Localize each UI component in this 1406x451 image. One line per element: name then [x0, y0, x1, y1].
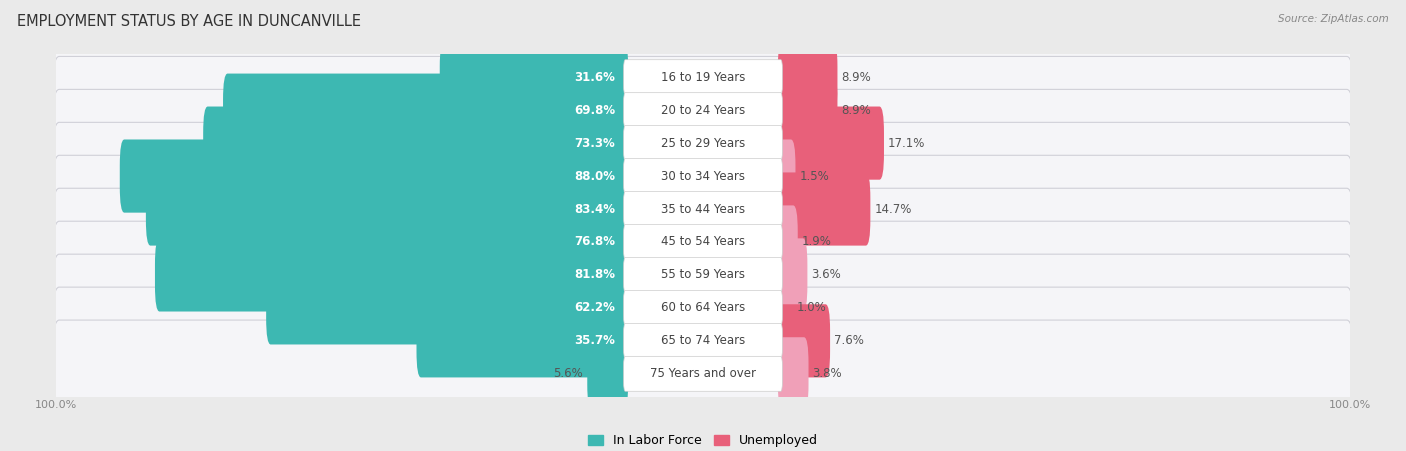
Text: 76.8%: 76.8% — [574, 235, 614, 249]
FancyBboxPatch shape — [416, 304, 628, 377]
Text: 1.0%: 1.0% — [797, 301, 827, 314]
FancyBboxPatch shape — [778, 238, 807, 312]
FancyBboxPatch shape — [52, 221, 1354, 329]
Text: 5.6%: 5.6% — [554, 367, 583, 380]
FancyBboxPatch shape — [204, 106, 628, 179]
FancyBboxPatch shape — [52, 23, 1354, 131]
FancyBboxPatch shape — [52, 56, 1354, 164]
FancyBboxPatch shape — [778, 172, 870, 246]
Text: 69.8%: 69.8% — [574, 104, 614, 117]
Text: 45 to 54 Years: 45 to 54 Years — [661, 235, 745, 249]
FancyBboxPatch shape — [52, 89, 1354, 197]
Text: 83.4%: 83.4% — [574, 202, 614, 216]
FancyBboxPatch shape — [624, 356, 782, 391]
Text: 14.7%: 14.7% — [875, 202, 911, 216]
Text: 3.8%: 3.8% — [813, 367, 842, 380]
Text: 20 to 24 Years: 20 to 24 Years — [661, 104, 745, 117]
FancyBboxPatch shape — [778, 205, 797, 279]
Legend: In Labor Force, Unemployed: In Labor Force, Unemployed — [583, 429, 823, 451]
FancyBboxPatch shape — [624, 92, 782, 128]
Text: 1.5%: 1.5% — [800, 170, 830, 183]
FancyBboxPatch shape — [588, 337, 628, 410]
Text: 81.8%: 81.8% — [574, 268, 614, 281]
FancyBboxPatch shape — [624, 290, 782, 325]
Text: 7.6%: 7.6% — [834, 334, 863, 347]
Text: 35 to 44 Years: 35 to 44 Years — [661, 202, 745, 216]
FancyBboxPatch shape — [624, 323, 782, 358]
Text: 31.6%: 31.6% — [574, 71, 614, 84]
Text: 88.0%: 88.0% — [574, 170, 614, 183]
Text: 35.7%: 35.7% — [574, 334, 614, 347]
FancyBboxPatch shape — [778, 74, 838, 147]
Text: 55 to 59 Years: 55 to 59 Years — [661, 268, 745, 281]
FancyBboxPatch shape — [120, 139, 628, 212]
Text: EMPLOYMENT STATUS BY AGE IN DUNCANVILLE: EMPLOYMENT STATUS BY AGE IN DUNCANVILLE — [17, 14, 361, 28]
FancyBboxPatch shape — [624, 192, 782, 226]
FancyBboxPatch shape — [624, 225, 782, 259]
FancyBboxPatch shape — [52, 122, 1354, 230]
Text: 16 to 19 Years: 16 to 19 Years — [661, 71, 745, 84]
FancyBboxPatch shape — [624, 258, 782, 292]
FancyBboxPatch shape — [146, 172, 628, 246]
Text: 8.9%: 8.9% — [841, 71, 872, 84]
FancyBboxPatch shape — [778, 304, 830, 377]
Text: 25 to 29 Years: 25 to 29 Years — [661, 137, 745, 150]
FancyBboxPatch shape — [624, 126, 782, 161]
FancyBboxPatch shape — [52, 188, 1354, 296]
Text: 30 to 34 Years: 30 to 34 Years — [661, 170, 745, 183]
FancyBboxPatch shape — [778, 337, 808, 410]
Text: 3.6%: 3.6% — [811, 268, 841, 281]
Text: 65 to 74 Years: 65 to 74 Years — [661, 334, 745, 347]
FancyBboxPatch shape — [155, 238, 628, 312]
FancyBboxPatch shape — [52, 320, 1354, 428]
FancyBboxPatch shape — [778, 139, 796, 212]
FancyBboxPatch shape — [624, 159, 782, 193]
FancyBboxPatch shape — [52, 287, 1354, 395]
FancyBboxPatch shape — [183, 205, 628, 279]
FancyBboxPatch shape — [52, 155, 1354, 263]
FancyBboxPatch shape — [266, 272, 628, 345]
Text: 60 to 64 Years: 60 to 64 Years — [661, 301, 745, 314]
Text: 17.1%: 17.1% — [889, 137, 925, 150]
Text: 75 Years and over: 75 Years and over — [650, 367, 756, 380]
Text: Source: ZipAtlas.com: Source: ZipAtlas.com — [1278, 14, 1389, 23]
FancyBboxPatch shape — [624, 60, 782, 95]
Text: 73.3%: 73.3% — [574, 137, 614, 150]
Text: 62.2%: 62.2% — [574, 301, 614, 314]
Text: 1.9%: 1.9% — [801, 235, 831, 249]
FancyBboxPatch shape — [224, 74, 628, 147]
FancyBboxPatch shape — [440, 41, 628, 114]
FancyBboxPatch shape — [52, 254, 1354, 362]
Text: 8.9%: 8.9% — [841, 104, 872, 117]
FancyBboxPatch shape — [778, 106, 884, 179]
FancyBboxPatch shape — [778, 41, 838, 114]
FancyBboxPatch shape — [778, 272, 793, 345]
